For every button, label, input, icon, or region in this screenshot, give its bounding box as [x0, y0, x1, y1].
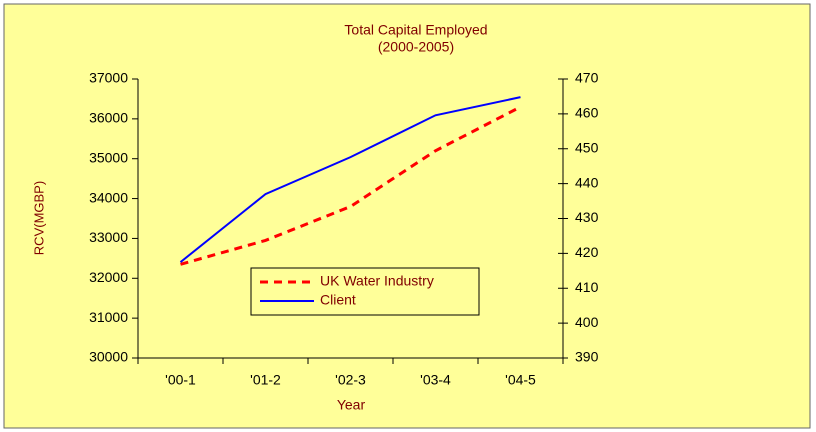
y2-tick-label: 400 — [575, 314, 599, 330]
y-axis-label: RCV(MGBP) — [31, 181, 46, 255]
y-tick-label: 32000 — [89, 269, 128, 285]
legend-label: Client — [320, 292, 356, 308]
x-tick-label: '01-2 — [250, 372, 281, 388]
y2-tick-label: 430 — [575, 209, 599, 225]
series-line — [179, 96, 521, 263]
y-tick-label: 34000 — [89, 189, 128, 205]
legend-label: UK Water Industry — [320, 273, 434, 289]
legend-box — [250, 267, 480, 316]
x-tick-label: '00-1 — [165, 372, 196, 388]
series-line — [180, 105, 522, 266]
y-tick-label: 33000 — [89, 229, 128, 245]
y2-tick-label: 420 — [575, 244, 599, 260]
x-tick-label: '02-3 — [335, 372, 366, 388]
y-tick-label: 30000 — [89, 349, 128, 365]
y2-tick-label: 460 — [575, 105, 599, 121]
y2-tick-label: 440 — [575, 174, 599, 190]
x-axis-label: Year — [337, 397, 366, 413]
x-tick-label: '03-4 — [420, 372, 451, 388]
y2-tick-label: 450 — [575, 139, 599, 155]
y2-tick-label: 470 — [575, 70, 599, 86]
y-tick-label: 31000 — [89, 309, 128, 325]
legend: UK Water Industry Client — [250, 267, 480, 316]
x-tick-label: '04-5 — [505, 372, 536, 388]
chart-subtitle: (2000-2005) — [378, 39, 454, 55]
y-tick-label: 36000 — [89, 110, 128, 126]
y2-tick-label: 410 — [575, 279, 599, 295]
y-tick-label: 37000 — [89, 70, 128, 86]
chart-title: Total Capital Employed — [344, 22, 487, 38]
y-tick-label: 35000 — [89, 149, 128, 165]
y2-tick-label: 390 — [575, 349, 599, 365]
